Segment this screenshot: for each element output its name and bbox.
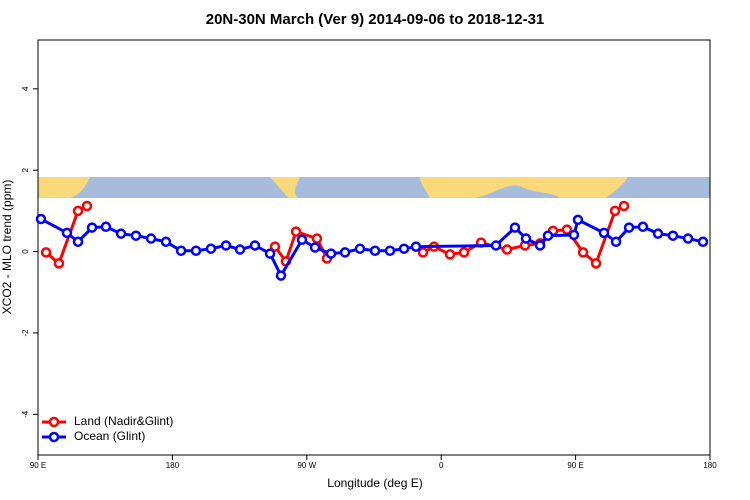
x-tick-label: 180 [703,461,717,470]
point [325,248,337,259]
point [81,200,93,212]
point [160,236,172,248]
point [572,214,584,226]
point [100,221,112,232]
point [296,234,308,246]
point [623,222,635,233]
point [275,270,287,281]
point [145,233,157,244]
point [339,247,351,258]
chart-title: 20N-30N March (Ver 9) 2014-09-06 to 2018… [206,11,545,28]
point [667,230,679,241]
land-shape [420,177,628,198]
point [72,205,84,217]
point [369,245,381,257]
point [577,247,589,258]
x-tick-label: 90 E [567,461,583,470]
point [264,248,276,259]
point [269,241,281,252]
point [568,229,580,241]
point [561,224,573,235]
land-shape [38,177,90,198]
point [175,245,187,257]
legend-marker [48,416,60,428]
point [205,243,217,254]
point [410,241,422,252]
point [618,200,630,212]
plot-frame [37,39,711,456]
point [86,222,98,233]
point [697,236,709,248]
point [40,247,52,258]
map-band [38,177,710,198]
point [249,240,261,251]
point [610,236,622,248]
point [652,228,664,239]
point [384,245,396,257]
point [534,240,546,251]
point [598,227,610,239]
x-tick-label: 90 E [30,461,46,470]
point [501,244,513,255]
point [509,222,521,233]
legend-marker [48,431,60,443]
land-shape [270,177,300,198]
legend-label: Land (Nadir&Glint) [74,414,173,428]
legend-label: Ocean (Glint) [74,429,145,443]
point [309,242,321,253]
point [61,227,73,239]
point [490,240,502,251]
point [311,233,323,244]
point [290,226,302,237]
point [398,243,410,254]
point [444,249,456,260]
point [190,245,202,257]
x-tick-label: 0 [439,461,444,470]
y-tick-label: -4 [21,410,30,418]
y-tick-label: 4 [21,86,30,91]
x-tick-label: 90 W [297,461,316,470]
point [35,213,47,225]
point [458,247,470,258]
point [220,240,232,251]
y-axis-label: XCO2 - MLO trend (ppm) [0,180,14,315]
point [115,228,127,239]
point [682,233,694,244]
point [72,236,84,248]
point [53,258,65,269]
point [520,233,532,244]
point [354,243,366,254]
point [542,230,554,241]
point [417,247,429,258]
point [590,258,602,269]
y-tick-label: -2 [21,329,30,337]
y-tick-label: 0 [21,249,30,254]
x-tick-label: 180 [166,461,180,470]
point [130,230,142,241]
y-tick-label: 2 [21,167,30,172]
point [609,205,621,217]
point [234,244,246,255]
x-axis-label: Longitude (deg E) [327,476,422,490]
point [637,221,649,232]
